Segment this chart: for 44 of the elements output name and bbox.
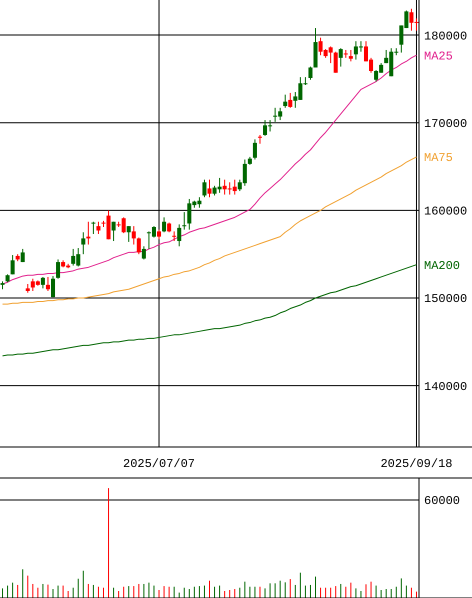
candlestick [177, 224, 182, 247]
candlestick [162, 216, 166, 233]
y-tick-label: 170000 [424, 116, 468, 131]
series-label: MA200 [424, 258, 460, 273]
candlestick [308, 66, 312, 80]
candlestick [91, 221, 96, 235]
y-tick-label: 160000 [424, 204, 468, 219]
candlestick [348, 49, 353, 62]
line-series [2, 156, 417, 305]
candlestick [96, 221, 100, 235]
candlestick [132, 226, 136, 246]
candlestick [56, 258, 60, 280]
x-tick-label: 2025/07/07 [123, 457, 196, 471]
candlestick [334, 51, 338, 74]
candlestick [81, 232, 86, 255]
candlestick [50, 276, 56, 298]
candlestick [20, 248, 25, 263]
candlestick [10, 254, 15, 275]
candlestick [338, 48, 343, 68]
candlestick [136, 237, 141, 255]
series-label: MA25 [424, 49, 453, 64]
candlestick [86, 221, 90, 246]
series-label: MA75 [424, 151, 453, 166]
x-tick-label: 2025/09/18 [380, 457, 452, 471]
y-tick-label: 150000 [424, 292, 468, 306]
candlestick [112, 221, 116, 242]
candlestick [40, 276, 45, 289]
candlestick [172, 230, 176, 242]
candlestick [142, 246, 146, 260]
y-tick-label: 140000 [424, 380, 468, 394]
line-series [2, 264, 417, 356]
candlestick [126, 226, 131, 242]
candlestick [283, 94, 288, 108]
candlestick [157, 229, 162, 240]
line-series [2, 54, 417, 284]
y-tick-label: 60000 [424, 494, 460, 508]
candlestick [288, 92, 292, 108]
candlestick [182, 212, 186, 230]
candlestick [202, 179, 206, 198]
candlestick [252, 138, 257, 160]
candlestick [167, 222, 172, 233]
candlestick [46, 276, 50, 292]
y-tick-label: 180000 [424, 29, 468, 44]
candlestick [207, 179, 212, 198]
